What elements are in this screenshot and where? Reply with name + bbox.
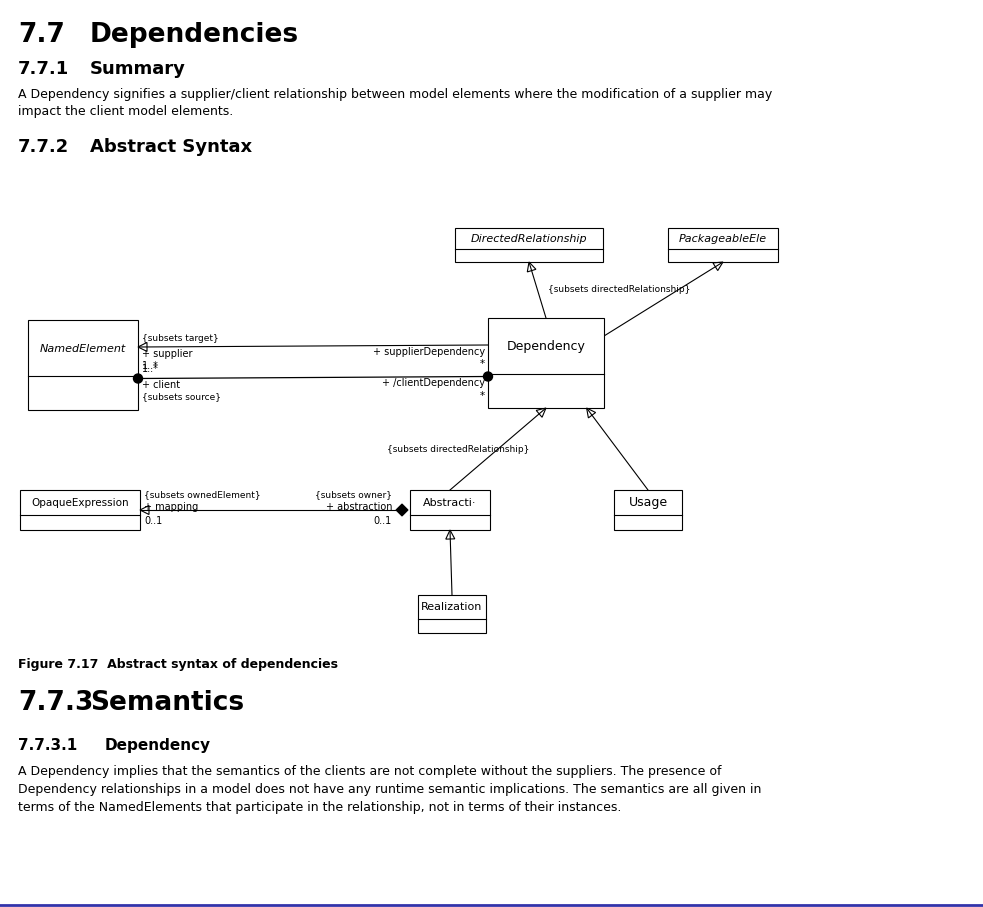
Text: 1..*: 1..*: [142, 361, 159, 371]
Text: 7.7.2: 7.7.2: [18, 138, 69, 156]
Text: Figure 7.17  Abstract syntax of dependencies: Figure 7.17 Abstract syntax of dependenc…: [18, 658, 338, 671]
Text: + abstraction: + abstraction: [325, 502, 392, 512]
Text: Realization: Realization: [422, 602, 483, 612]
Text: 7.7: 7.7: [18, 22, 65, 48]
FancyBboxPatch shape: [614, 490, 682, 530]
Text: {subsets owner}: {subsets owner}: [315, 490, 392, 499]
Text: {subsets directedRelationship}: {subsets directedRelationship}: [548, 286, 690, 295]
Text: + supplierDependency: + supplierDependency: [373, 347, 485, 357]
Text: {subsets target}: {subsets target}: [142, 334, 219, 343]
Text: {subsets source}: {subsets source}: [142, 393, 221, 402]
Text: Usage: Usage: [628, 496, 667, 510]
Text: + /clientDependency: + /clientDependency: [382, 378, 485, 388]
Text: *: *: [480, 359, 485, 369]
Text: Summary: Summary: [90, 60, 186, 78]
Text: + supplier: + supplier: [142, 349, 193, 359]
Text: + client: + client: [142, 381, 180, 391]
Text: Abstracti·: Abstracti·: [424, 498, 477, 508]
Text: 7.7.3: 7.7.3: [18, 690, 93, 716]
Text: Dependency: Dependency: [105, 738, 211, 753]
Text: 1..*: 1..*: [142, 365, 159, 375]
Text: Semantics: Semantics: [90, 690, 244, 716]
Text: Abstract Syntax: Abstract Syntax: [90, 138, 252, 156]
Text: A Dependency signifies a supplier/client relationship between model elements whe: A Dependency signifies a supplier/client…: [18, 88, 773, 118]
Text: *: *: [480, 391, 485, 401]
Text: 0..1: 0..1: [144, 516, 162, 526]
Text: + mapping: + mapping: [144, 502, 199, 512]
Text: Dependency: Dependency: [506, 340, 586, 354]
Circle shape: [134, 374, 143, 383]
FancyBboxPatch shape: [410, 490, 490, 530]
Text: OpaqueExpression: OpaqueExpression: [31, 498, 129, 508]
FancyBboxPatch shape: [488, 318, 604, 408]
Text: 0..1: 0..1: [374, 516, 392, 526]
Circle shape: [484, 372, 492, 381]
Text: NamedElement: NamedElement: [40, 344, 126, 354]
FancyBboxPatch shape: [455, 228, 603, 262]
FancyBboxPatch shape: [20, 490, 140, 530]
Text: A Dependency implies that the semantics of the clients are not complete without : A Dependency implies that the semantics …: [18, 765, 762, 814]
Text: DirectedRelationship: DirectedRelationship: [471, 234, 587, 244]
Text: 7.7.3.1: 7.7.3.1: [18, 738, 78, 753]
Text: 7.7.1: 7.7.1: [18, 60, 69, 78]
FancyBboxPatch shape: [28, 320, 138, 410]
Text: {subsets directedRelationship}: {subsets directedRelationship}: [387, 444, 529, 454]
FancyBboxPatch shape: [668, 228, 778, 262]
Polygon shape: [396, 504, 408, 516]
FancyBboxPatch shape: [418, 595, 486, 633]
Text: PackageableEle: PackageableEle: [679, 234, 767, 244]
Text: {subsets ownedElement}: {subsets ownedElement}: [144, 490, 260, 499]
Text: Dependencies: Dependencies: [90, 22, 299, 48]
